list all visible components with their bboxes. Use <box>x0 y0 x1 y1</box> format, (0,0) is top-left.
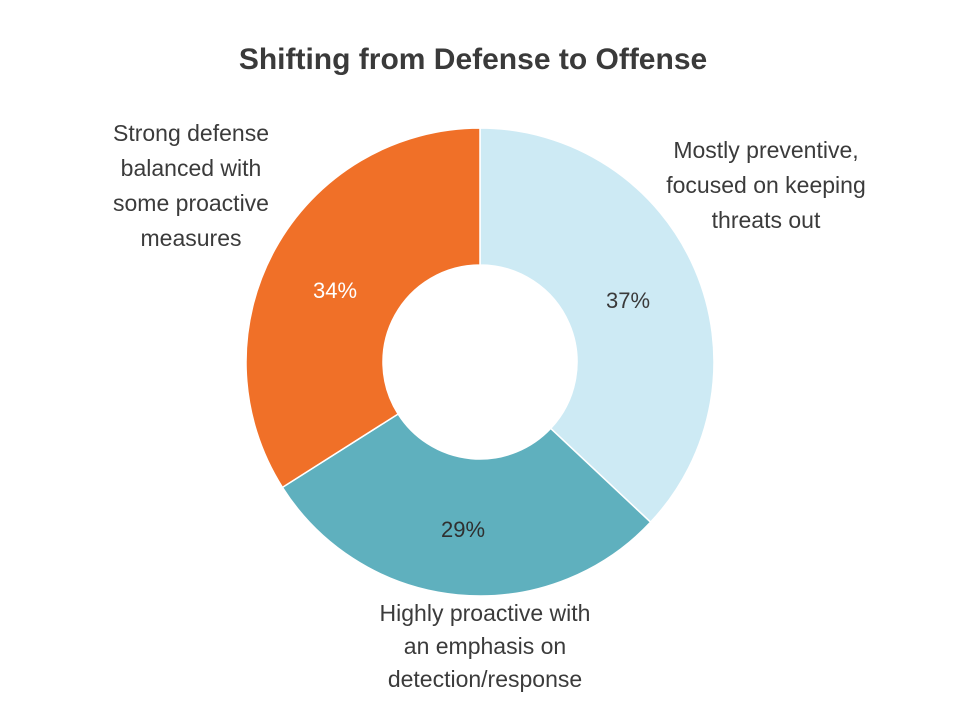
slice-category-label-line: detection/response <box>388 666 582 692</box>
slice-category-label: Strong defense balanced with some proactiv… <box>113 120 269 251</box>
slice-category-label-line: focused on keeping <box>666 172 866 198</box>
donut-slice <box>479 127 715 524</box>
category-labels-layer: Mostly preventive, focused on keeping thre… <box>113 120 866 692</box>
donut-slice <box>281 412 652 597</box>
slice-category-label-line: balanced with <box>121 155 262 181</box>
slices-layer <box>245 127 715 597</box>
value-labels-layer: 37% 29% 34% <box>313 278 650 542</box>
slice-category-label-line: an emphasis on <box>404 633 566 659</box>
chart-title: Shifting from Defense to Offense <box>239 43 707 76</box>
slice-category-label: Mostly preventive, focused on keeping thre… <box>666 137 866 233</box>
slice-value-label: 34% <box>313 278 357 303</box>
slice-value-label: 37% <box>606 288 650 313</box>
slice-value-label: 29% <box>441 517 485 542</box>
slice-category-label-line: threats out <box>712 207 821 233</box>
slice-category-label: Highly proactive with an emphasis on detec… <box>380 600 591 692</box>
slice-category-label-line: measures <box>141 225 242 251</box>
slice-category-label-line: Mostly preventive, <box>673 137 858 163</box>
donut-slice <box>245 127 481 489</box>
slice-category-label-line: Highly proactive with <box>380 600 591 626</box>
slice-category-label-line: Strong defense <box>113 120 269 146</box>
slice-category-label-line: some proactive <box>113 190 269 216</box>
